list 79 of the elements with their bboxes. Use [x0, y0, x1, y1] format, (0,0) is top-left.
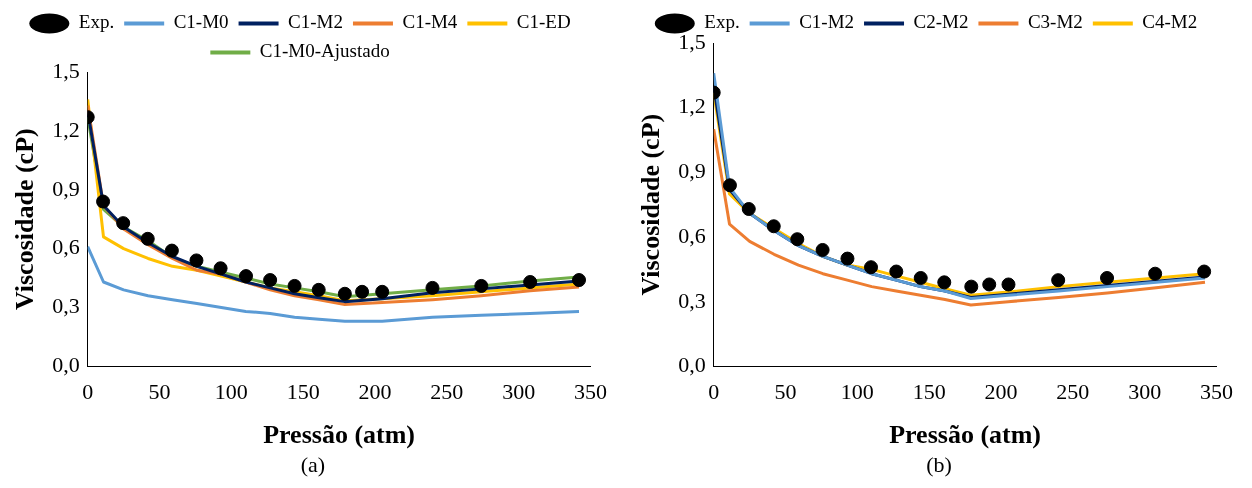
y-tick-label: 0,6 [52, 234, 80, 260]
point [311, 282, 326, 297]
x-tick-label: 100 [840, 379, 874, 405]
point [140, 231, 155, 246]
x-tick-label: 150 [912, 379, 946, 405]
point [523, 275, 538, 290]
point [1197, 264, 1212, 279]
point [164, 243, 179, 258]
point [189, 253, 204, 268]
x-axis-title: Pressão (atm) [263, 420, 416, 450]
y-tick-label: 1,2 [52, 116, 80, 142]
legend-label: C1-M0-Ajustado [259, 40, 390, 62]
x-tick-label: 350 [1200, 379, 1233, 405]
y-tick-label: 0,3 [52, 293, 80, 319]
legend-label: C2-M2 [913, 11, 969, 33]
x-tick-label: 300 [1128, 379, 1162, 405]
point [425, 280, 440, 295]
point [116, 216, 131, 231]
x-tick-label: 200 [358, 379, 392, 405]
point [722, 178, 737, 193]
x-axis-title: Pressão (atm) [889, 420, 1042, 450]
point [815, 242, 830, 257]
y-tick-label: 1,5 [678, 28, 706, 54]
point [937, 275, 952, 290]
text: (a) [300, 452, 326, 478]
legend-label: Exp. [78, 11, 115, 33]
x-tick-label: 100 [214, 379, 248, 405]
legend-label: C1-M2 [288, 11, 343, 33]
point [913, 271, 928, 285]
x-tick-label: 250 [430, 379, 464, 405]
point [741, 202, 756, 217]
x-tick-label: 50 [148, 379, 171, 405]
y-tick-label: 1,5 [52, 57, 80, 83]
point [96, 194, 111, 209]
x-tick-label: 250 [1056, 379, 1090, 405]
x-tick-label: 300 [502, 379, 536, 405]
point [375, 284, 390, 299]
x-tick-label: 0 [708, 379, 720, 405]
x-tick-label: 200 [984, 379, 1018, 405]
point [864, 260, 879, 275]
point [213, 261, 228, 276]
y-tick-label: 0,0 [52, 352, 80, 378]
point [355, 284, 370, 299]
point [1001, 277, 1016, 292]
text: (b) [926, 452, 952, 478]
y-axis-title: Viscosidade (cP) [10, 128, 40, 311]
point [889, 264, 904, 279]
y-axis-title: Viscosidade (cP) [636, 113, 666, 296]
legend-label: C1-M0 [173, 11, 229, 33]
point [1051, 273, 1066, 288]
x-tick-label: 150 [286, 379, 320, 405]
y-tick-label: 0,9 [52, 175, 80, 201]
point [982, 277, 997, 292]
point [766, 219, 781, 234]
point [263, 273, 278, 288]
legend-label: C4-M2 [1142, 11, 1198, 33]
point [337, 286, 352, 301]
x-tick-label: 0 [82, 379, 94, 405]
y-tick-label: 0,9 [678, 158, 706, 184]
point [572, 273, 587, 288]
legend-label: C3-M2 [1027, 11, 1083, 33]
y-tick-label: 0,0 [678, 352, 706, 378]
y-tick-label: 0,6 [678, 222, 706, 248]
point [840, 251, 855, 266]
x-tick-label: 50 [774, 379, 797, 405]
legend-label: C1-ED [516, 11, 571, 33]
point [790, 232, 805, 247]
y-tick-label: 1,2 [678, 93, 706, 119]
legend-label: C1-M2 [799, 11, 855, 33]
point [1148, 266, 1163, 281]
point [239, 269, 254, 284]
legend-label: Exp. [704, 11, 740, 33]
x-tick-label: 350 [574, 379, 607, 405]
legend-label: C1-M4 [402, 11, 458, 33]
point [964, 279, 979, 294]
point [1100, 271, 1115, 285]
point [287, 278, 302, 293]
point [474, 278, 489, 293]
y-tick-label: 0,3 [678, 287, 706, 313]
